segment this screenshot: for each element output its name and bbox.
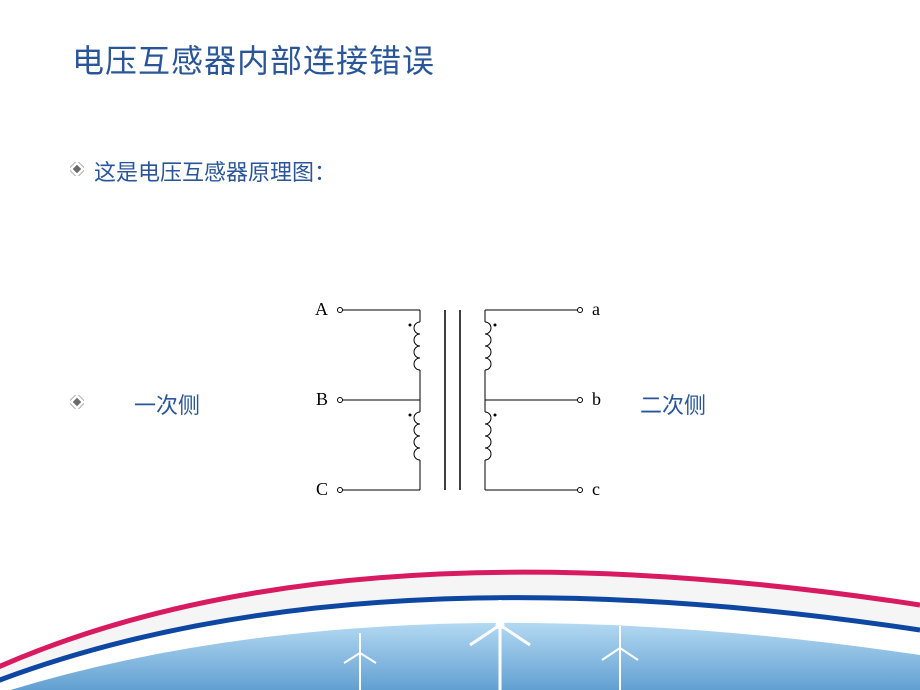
svg-text:b: b (592, 389, 601, 409)
transformer-schematic: Aa Bb Cc (310, 290, 610, 515)
diamond-bullet-icon (70, 162, 84, 181)
secondary-side-label: 二次侧 (640, 388, 706, 420)
slide-title: 电压互感器内部连接错误 (72, 36, 435, 82)
bullet-secondary: 二次侧 (640, 388, 706, 420)
primary-side-label: 一次侧 (134, 388, 200, 420)
svg-text:C: C (316, 479, 328, 499)
svg-text:B: B (316, 389, 328, 409)
bullet-intro-text: 这是电压互感器原理图： (94, 155, 336, 187)
bullet-intro: 这是电压互感器原理图： (70, 155, 336, 187)
diamond-bullet-icon (70, 395, 84, 414)
windmills-decoration (0, 600, 920, 690)
svg-text:A: A (315, 299, 328, 319)
svg-text:c: c (592, 479, 600, 499)
svg-text:a: a (592, 299, 600, 319)
bullet-primary: 一次侧 (70, 388, 200, 420)
